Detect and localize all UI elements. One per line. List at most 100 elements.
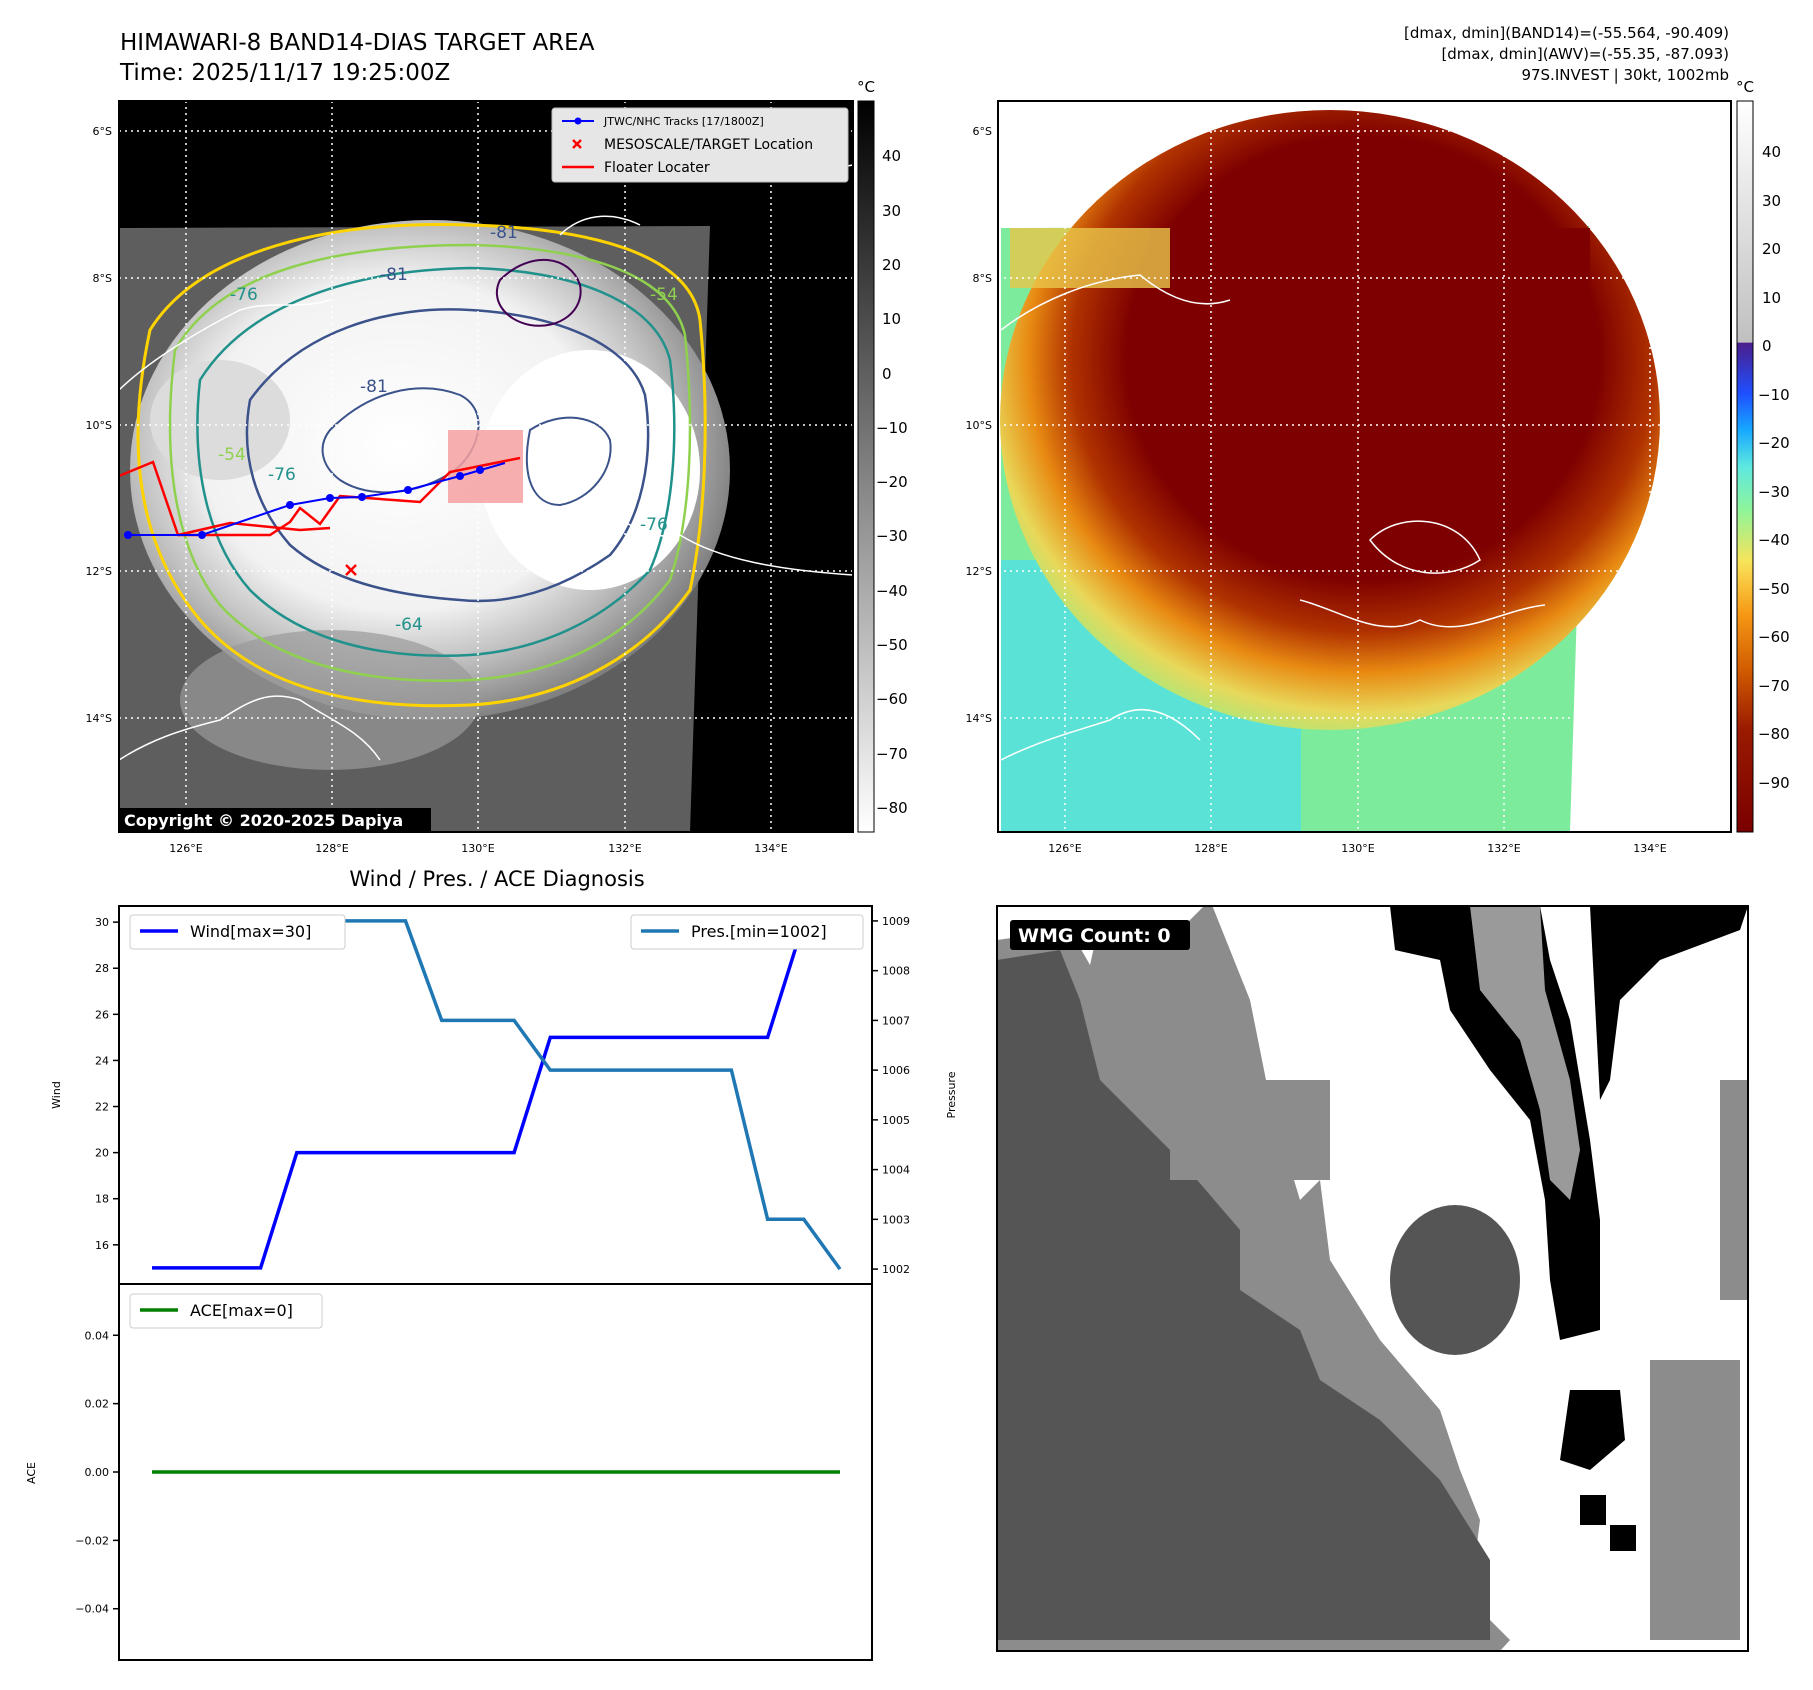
svg-text:40: 40 bbox=[1762, 143, 1781, 161]
svg-text:30: 30 bbox=[1762, 192, 1781, 210]
svg-text:−60: −60 bbox=[876, 690, 908, 708]
svg-text:−50: −50 bbox=[1758, 580, 1790, 598]
target-box bbox=[448, 430, 523, 503]
svg-text:-76: -76 bbox=[640, 515, 668, 535]
pressure-legend: Pres.[min=1002] bbox=[631, 915, 863, 949]
svg-text:134°E: 134°E bbox=[1633, 842, 1666, 855]
figure-title: HIMAWARI-8 BAND14-DIAS TARGET AREA bbox=[120, 30, 595, 56]
svg-text:6°S: 6°S bbox=[973, 125, 992, 138]
wmg-count-label: WMG Count: 0 bbox=[1018, 925, 1171, 947]
awv-map-lon-labels: 126°E 128°E 130°E 132°E 134°E bbox=[1048, 842, 1666, 855]
legend-floater-label: Floater Locater bbox=[604, 160, 710, 176]
wind-axis-label: Wind bbox=[50, 1081, 63, 1109]
svg-text:−20: −20 bbox=[876, 473, 908, 491]
info-band14: [dmax, dmin](BAND14)=(-55.564, -90.409) bbox=[1404, 24, 1729, 42]
svg-text:128°E: 128°E bbox=[315, 842, 348, 855]
wind-legend-label: Wind[max=30] bbox=[190, 922, 311, 941]
wind-y-tick-label: 16 bbox=[95, 1239, 109, 1252]
ir-map-lat-labels: 6°S 8°S 10°S 12°S 14°S bbox=[86, 125, 112, 725]
svg-text:−70: −70 bbox=[876, 745, 908, 763]
svg-text:-76: -76 bbox=[230, 285, 258, 305]
pressure-legend-label: Pres.[min=1002] bbox=[691, 922, 827, 941]
svg-text:−80: −80 bbox=[876, 799, 908, 817]
diagnosis-title: Wind / Pres. / ACE Diagnosis bbox=[349, 867, 644, 891]
svg-text:8°S: 8°S bbox=[973, 272, 992, 285]
svg-text:130°E: 130°E bbox=[1341, 842, 1374, 855]
svg-text:130°E: 130°E bbox=[461, 842, 494, 855]
awv-moisture-core bbox=[1000, 110, 1660, 730]
pressure-y-tick-label: 1002 bbox=[882, 1263, 910, 1276]
svg-text:20: 20 bbox=[882, 256, 901, 274]
ir-map-panel: -81 -81 -81 -76 -76 -76 -64 -54 -54 bbox=[119, 101, 853, 832]
info-awv: [dmax, dmin](AWV)=(-55.35, -87.093) bbox=[1441, 45, 1729, 63]
ace-y-tick-label: 0.02 bbox=[85, 1398, 110, 1411]
ace-legend: ACE[max=0] bbox=[130, 1294, 322, 1328]
legend-track-label: JTWC/NHC Tracks [17/1800Z] bbox=[603, 115, 764, 128]
ir-colorbar: °C 40 30 20 10 0 −10 −20 −30 −40 −50 −60… bbox=[857, 78, 908, 832]
wind-y-tick-label: 24 bbox=[95, 1054, 109, 1067]
wind-y-tick-label: 26 bbox=[95, 1008, 109, 1021]
pressure-y-tick-label: 1006 bbox=[882, 1064, 910, 1077]
pressure-y-tick-label: 1005 bbox=[882, 1114, 910, 1127]
wind-pressure-panel: 1618202224262830 10021003100410051006100… bbox=[50, 906, 958, 1284]
svg-text:10°S: 10°S bbox=[966, 419, 992, 432]
svg-text:126°E: 126°E bbox=[1048, 842, 1081, 855]
svg-text:−40: −40 bbox=[876, 582, 908, 600]
svg-text:-54: -54 bbox=[650, 285, 678, 305]
svg-text:-54: -54 bbox=[218, 445, 246, 465]
pressure-axis-label: Pressure bbox=[945, 1071, 958, 1118]
svg-text:-81: -81 bbox=[490, 223, 518, 243]
svg-text:14°S: 14°S bbox=[86, 712, 112, 725]
svg-text:128°E: 128°E bbox=[1194, 842, 1227, 855]
awv-colorbar-unit: °C bbox=[1736, 78, 1754, 96]
awv-colorbar-ticks: 40 30 20 10 0 −10 −20 −30 −40 −50 −60 −7… bbox=[1758, 143, 1790, 792]
svg-text:−60: −60 bbox=[1758, 628, 1790, 646]
awv-map-panel bbox=[998, 101, 1731, 832]
pressure-y-tick-label: 1007 bbox=[882, 1014, 910, 1027]
svg-text:-81: -81 bbox=[380, 265, 408, 285]
ace-y-tick-label: −0.04 bbox=[75, 1603, 109, 1616]
figure-time: Time: 2025/11/17 19:25:00Z bbox=[119, 60, 450, 86]
copyright-text: Copyright © 2020-2025 Dapiya bbox=[124, 811, 403, 830]
svg-text:−70: −70 bbox=[1758, 677, 1790, 695]
legend-target-label: MESOSCALE/TARGET Location bbox=[604, 137, 813, 153]
svg-text:−40: −40 bbox=[1758, 531, 1790, 549]
ace-y-tick-label: 0.04 bbox=[85, 1329, 110, 1342]
wind-y-tick-label: 20 bbox=[95, 1147, 109, 1160]
svg-text:−90: −90 bbox=[1758, 774, 1790, 792]
ace-y-tick-label: −0.02 bbox=[75, 1534, 109, 1547]
pressure-y-tick-label: 1009 bbox=[882, 915, 910, 928]
wind-y-tick-label: 22 bbox=[95, 1101, 109, 1114]
ir-colorbar-unit: °C bbox=[857, 78, 875, 96]
svg-text:10: 10 bbox=[1762, 289, 1781, 307]
awv-colorbar: °C 40 30 20 10 0 −10 −20 −30 −40 −50 −60… bbox=[1736, 78, 1790, 832]
svg-text:-76: -76 bbox=[268, 465, 296, 485]
pressure-y-tick-label: 1008 bbox=[882, 965, 910, 978]
svg-text:8°S: 8°S bbox=[93, 272, 112, 285]
info-storm: 97S.INVEST | 30kt, 1002mb bbox=[1521, 66, 1729, 84]
wind-y-tick-label: 28 bbox=[95, 962, 109, 975]
svg-text:132°E: 132°E bbox=[608, 842, 641, 855]
svg-text:14°S: 14°S bbox=[966, 712, 992, 725]
svg-text:-81: -81 bbox=[360, 377, 388, 397]
ir-colorbar-ticks: 40 30 20 10 0 −10 −20 −30 −40 −50 −60 −7… bbox=[876, 147, 908, 817]
figure: HIMAWARI-8 BAND14-DIAS TARGET AREA Time:… bbox=[0, 0, 1813, 1690]
svg-text:0: 0 bbox=[1762, 337, 1772, 355]
ace-y-tick-label: 0.00 bbox=[85, 1466, 110, 1479]
svg-text:30: 30 bbox=[882, 202, 901, 220]
svg-text:132°E: 132°E bbox=[1487, 842, 1520, 855]
svg-text:20: 20 bbox=[1762, 240, 1781, 258]
ace-panel: 0.04 0.02 0.00 −0.02 −0.04 ACE ACE[max=0] bbox=[25, 1284, 872, 1660]
svg-text:10: 10 bbox=[882, 310, 901, 328]
svg-text:12°S: 12°S bbox=[966, 565, 992, 578]
svg-text:−30: −30 bbox=[876, 527, 908, 545]
svg-text:12°S: 12°S bbox=[86, 565, 112, 578]
wind-y-tick-label: 18 bbox=[95, 1193, 109, 1206]
wind-legend: Wind[max=30] bbox=[130, 915, 345, 949]
svg-text:−10: −10 bbox=[876, 419, 908, 437]
svg-text:−30: −30 bbox=[1758, 483, 1790, 501]
pressure-y-tick-label: 1003 bbox=[882, 1213, 910, 1226]
svg-text:0: 0 bbox=[882, 365, 892, 383]
pressure-y-tick-label: 1004 bbox=[882, 1164, 910, 1177]
svg-text:-64: -64 bbox=[395, 615, 423, 635]
